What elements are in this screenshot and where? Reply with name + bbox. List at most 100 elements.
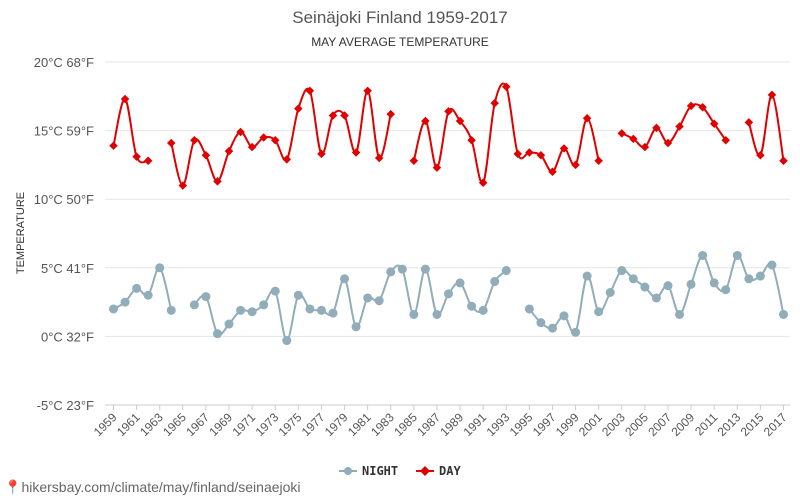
night-point <box>698 250 708 260</box>
x-tick-label: 1975 <box>276 410 305 439</box>
y-tick-label: 15°C 59°F <box>34 124 94 139</box>
legend-night[interactable]: NIGHT <box>339 464 398 478</box>
night-point <box>444 289 453 299</box>
legend[interactable]: NIGHT DAY <box>339 464 461 478</box>
night-point <box>374 296 384 306</box>
day-point <box>143 156 153 166</box>
day-point <box>363 86 372 96</box>
footer-url[interactable]: hikersbay.com/climate/may/finland/seinae… <box>21 479 301 495</box>
day-point <box>167 138 176 148</box>
series-line-day <box>747 93 785 161</box>
x-tick-label: 2005 <box>622 410 651 439</box>
night-point <box>605 287 615 297</box>
night-point <box>755 271 765 281</box>
night-point <box>744 274 754 284</box>
x-tick-label: 1959 <box>91 410 120 439</box>
day-point <box>109 141 118 150</box>
day-point <box>213 177 222 186</box>
legend-day-marker <box>420 466 430 476</box>
night-point <box>571 327 581 337</box>
night-point <box>305 304 315 314</box>
day-point <box>767 90 777 100</box>
night-point <box>236 305 246 315</box>
y-tick-label: 0°C 32°F <box>41 329 94 344</box>
night-point <box>547 323 557 333</box>
night-point <box>709 278 719 288</box>
x-tick-label: 1979 <box>322 410 351 439</box>
night-point <box>675 309 685 319</box>
day-point <box>247 142 257 152</box>
day-point <box>478 178 488 187</box>
night-point <box>617 266 627 276</box>
day-point <box>409 156 419 166</box>
legend-day-label: DAY <box>439 464 461 478</box>
legend-night-marker <box>344 467 352 475</box>
night-point <box>490 277 500 287</box>
night-point <box>293 290 303 300</box>
series-line-day <box>112 98 149 164</box>
night-point <box>640 282 650 292</box>
x-tick-label: 1973 <box>253 410 282 439</box>
y-tick-label: -5°C 23°F <box>37 398 94 413</box>
day-point <box>675 122 684 131</box>
night-point <box>282 336 292 346</box>
day-point <box>328 111 338 120</box>
night-point <box>536 318 546 328</box>
x-tick-label: 1967 <box>183 410 212 439</box>
day-point <box>270 135 280 145</box>
day-point <box>282 155 292 164</box>
night-point <box>340 274 350 284</box>
x-tick-label: 1963 <box>137 410 166 439</box>
night-point <box>386 267 396 277</box>
day-point <box>444 107 453 116</box>
series-line-night <box>193 264 507 342</box>
night-point <box>132 283 142 293</box>
series-line-day <box>621 103 727 149</box>
legend-night-label: NIGHT <box>362 464 398 478</box>
day-point <box>178 181 188 190</box>
night-point <box>409 309 419 319</box>
x-tick-label: 2013 <box>715 410 744 439</box>
x-tick-label: 1993 <box>484 410 513 439</box>
day-point <box>224 146 234 156</box>
x-tick-label: 1983 <box>368 410 397 439</box>
day-point <box>744 118 754 127</box>
night-point <box>432 309 442 319</box>
night-point <box>501 266 511 276</box>
night-point <box>397 264 407 274</box>
night-point <box>467 301 477 311</box>
day-point <box>294 104 303 113</box>
night-point <box>120 297 130 307</box>
x-tick-label: 2003 <box>599 410 628 439</box>
series-line-day <box>170 87 392 187</box>
night-point <box>582 271 592 281</box>
x-tick-label: 2007 <box>645 410 674 439</box>
day-point <box>594 156 603 166</box>
night-point <box>628 274 638 284</box>
legend-day[interactable]: DAY <box>416 464 461 478</box>
x-tick-label: 1997 <box>530 410 559 439</box>
night-point <box>455 278 465 288</box>
night-point <box>363 293 373 303</box>
night-point <box>594 307 604 317</box>
night-point <box>316 305 326 315</box>
night-point <box>166 305 176 315</box>
series-night <box>109 250 788 346</box>
series-group <box>109 82 788 346</box>
x-tick-label: 1965 <box>160 410 189 439</box>
night-point <box>143 290 153 300</box>
x-tick-label: 1989 <box>437 410 466 439</box>
day-point <box>305 86 315 96</box>
night-point <box>328 308 338 318</box>
night-point <box>767 260 777 270</box>
night-point <box>478 305 488 315</box>
footer-source[interactable]: 📍hikersbay.com/climate/may/finland/seina… <box>4 479 301 496</box>
location-pin-icon: 📍 <box>4 479 22 495</box>
day-point <box>502 82 511 91</box>
day-point <box>190 135 199 145</box>
chart-subtitle: MAY AVERAGE TEMPERATURE <box>311 35 489 49</box>
day-point <box>513 149 523 159</box>
day-point <box>132 152 141 161</box>
x-tick-label: 1969 <box>206 410 235 439</box>
night-point <box>270 286 280 296</box>
